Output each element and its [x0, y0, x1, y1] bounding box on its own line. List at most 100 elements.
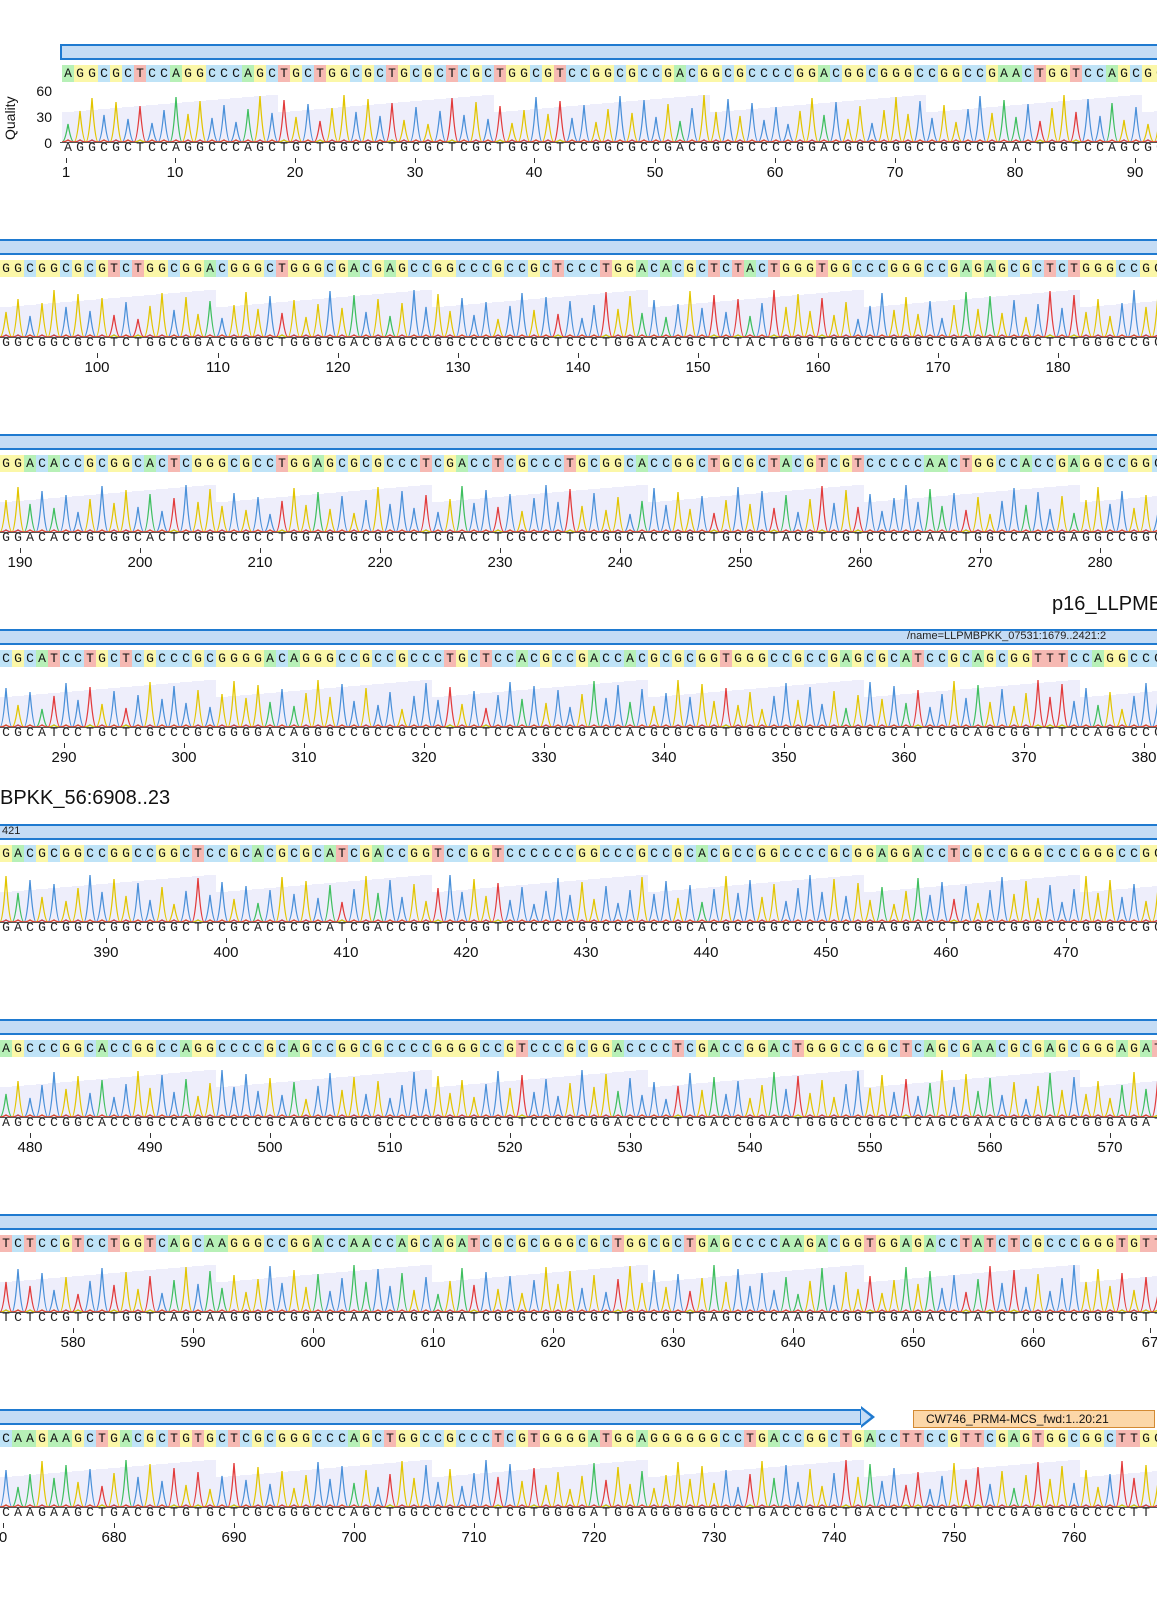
base-cell[interactable]: T	[336, 845, 348, 862]
base-cell[interactable]: G	[60, 845, 72, 862]
base-cell[interactable]: C	[504, 1430, 516, 1447]
base-cell[interactable]: G	[480, 845, 492, 862]
base-cell[interactable]: C	[396, 1040, 408, 1057]
base-cell[interactable]: T	[192, 1430, 204, 1447]
base-cell[interactable]: C	[312, 845, 324, 862]
base-cell[interactable]: G	[672, 650, 684, 667]
base-cell[interactable]: C	[1044, 845, 1056, 862]
base-cell[interactable]: C	[1152, 455, 1157, 472]
base-cell[interactable]: T	[108, 260, 120, 277]
base-cell[interactable]: C	[1128, 845, 1140, 862]
base-cell[interactable]: G	[1056, 1430, 1068, 1447]
base-cell[interactable]: G	[878, 65, 890, 82]
base-cell[interactable]: G	[1032, 1040, 1044, 1057]
base-cell[interactable]: G	[696, 1040, 708, 1057]
base-cell[interactable]: G	[756, 650, 768, 667]
base-cell[interactable]: C	[336, 1430, 348, 1447]
base-cell[interactable]: G	[744, 1040, 756, 1057]
base-cell[interactable]: G	[972, 455, 984, 472]
base-cell[interactable]: G	[636, 845, 648, 862]
base-cell[interactable]: C	[48, 1040, 60, 1057]
base-cell[interactable]: C	[276, 1040, 288, 1057]
base-cell[interactable]: T	[168, 1430, 180, 1447]
base-cell[interactable]: G	[456, 650, 468, 667]
base-cell[interactable]: C	[552, 455, 564, 472]
base-cell[interactable]: C	[782, 65, 794, 82]
base-cell[interactable]: T	[900, 1040, 912, 1057]
base-cell[interactable]: C	[768, 1235, 780, 1252]
feature-bar[interactable]	[0, 1019, 1157, 1035]
base-cell[interactable]: G	[708, 650, 720, 667]
base-cell[interactable]: C	[252, 1040, 264, 1057]
base-cell[interactable]: C	[1094, 65, 1106, 82]
base-cell[interactable]: G	[576, 455, 588, 472]
base-cell[interactable]: G	[180, 1430, 192, 1447]
base-cell[interactable]: T	[552, 260, 564, 277]
base-cell[interactable]: C	[720, 260, 732, 277]
base-cell[interactable]: A	[312, 1235, 324, 1252]
base-cell[interactable]: C	[660, 455, 672, 472]
base-cell[interactable]: C	[696, 260, 708, 277]
base-cell[interactable]: C	[720, 1430, 732, 1447]
base-cell[interactable]: T	[708, 455, 720, 472]
base-cell[interactable]: C	[650, 65, 662, 82]
base-cell[interactable]: G	[300, 650, 312, 667]
base-cell[interactable]: C	[864, 650, 876, 667]
base-cell[interactable]: G	[180, 260, 192, 277]
base-cell[interactable]: G	[600, 1040, 612, 1057]
base-cell[interactable]: G	[636, 1235, 648, 1252]
base-cell[interactable]: T	[1068, 260, 1080, 277]
base-cell[interactable]: G	[806, 65, 818, 82]
base-cell[interactable]: C	[48, 845, 60, 862]
base-cell[interactable]: G	[336, 1040, 348, 1057]
base-cell[interactable]: C	[1130, 65, 1142, 82]
base-cell[interactable]: T	[384, 1430, 396, 1447]
base-cell[interactable]: A	[972, 650, 984, 667]
base-cell[interactable]: C	[888, 650, 900, 667]
base-cell[interactable]: G	[1020, 845, 1032, 862]
base-cell[interactable]: G	[1116, 650, 1128, 667]
base-cell[interactable]: C	[924, 260, 936, 277]
base-cell[interactable]: T	[1140, 1235, 1152, 1252]
base-cell[interactable]: C	[708, 845, 720, 862]
base-cell[interactable]: A	[1010, 65, 1022, 82]
base-cell[interactable]: G	[876, 1235, 888, 1252]
base-cell[interactable]: G	[602, 65, 614, 82]
base-cell[interactable]: G	[312, 650, 324, 667]
base-cell[interactable]: G	[110, 65, 122, 82]
base-cell[interactable]: C	[372, 1430, 384, 1447]
base-cell[interactable]: A	[876, 845, 888, 862]
base-cell[interactable]: C	[504, 845, 516, 862]
base-cell[interactable]: C	[660, 1040, 672, 1057]
base-cell[interactable]: G	[324, 455, 336, 472]
base-cell[interactable]: C	[684, 845, 696, 862]
base-cell[interactable]: G	[900, 260, 912, 277]
base-cell[interactable]: C	[84, 260, 96, 277]
base-cell[interactable]: C	[648, 1235, 660, 1252]
base-cell[interactable]: G	[864, 1040, 876, 1057]
base-cell[interactable]: G	[408, 845, 420, 862]
base-cell[interactable]: G	[216, 455, 228, 472]
base-cell[interactable]: T	[492, 1430, 504, 1447]
base-cell[interactable]: C	[780, 1430, 792, 1447]
base-cell[interactable]: G	[72, 845, 84, 862]
base-cell[interactable]: A	[768, 1040, 780, 1057]
base-cell[interactable]: C	[948, 1235, 960, 1252]
base-cell[interactable]: A	[780, 1235, 792, 1252]
base-cell[interactable]: G	[1092, 845, 1104, 862]
base-cell[interactable]: G	[408, 1235, 420, 1252]
base-cell[interactable]: C	[792, 845, 804, 862]
base-cell[interactable]: C	[1068, 650, 1080, 667]
base-cell[interactable]: C	[384, 1040, 396, 1057]
base-cell[interactable]: A	[780, 455, 792, 472]
base-cell[interactable]: C	[528, 650, 540, 667]
base-cell[interactable]: C	[72, 650, 84, 667]
base-cell[interactable]: G	[228, 260, 240, 277]
base-cell[interactable]: G	[672, 455, 684, 472]
base-cell[interactable]: T	[960, 1235, 972, 1252]
base-cell[interactable]: A	[864, 1430, 876, 1447]
base-cell[interactable]: G	[1020, 260, 1032, 277]
base-cell[interactable]: C	[84, 1235, 96, 1252]
base-cell[interactable]: G	[1080, 1235, 1092, 1252]
base-cell[interactable]: G	[720, 845, 732, 862]
